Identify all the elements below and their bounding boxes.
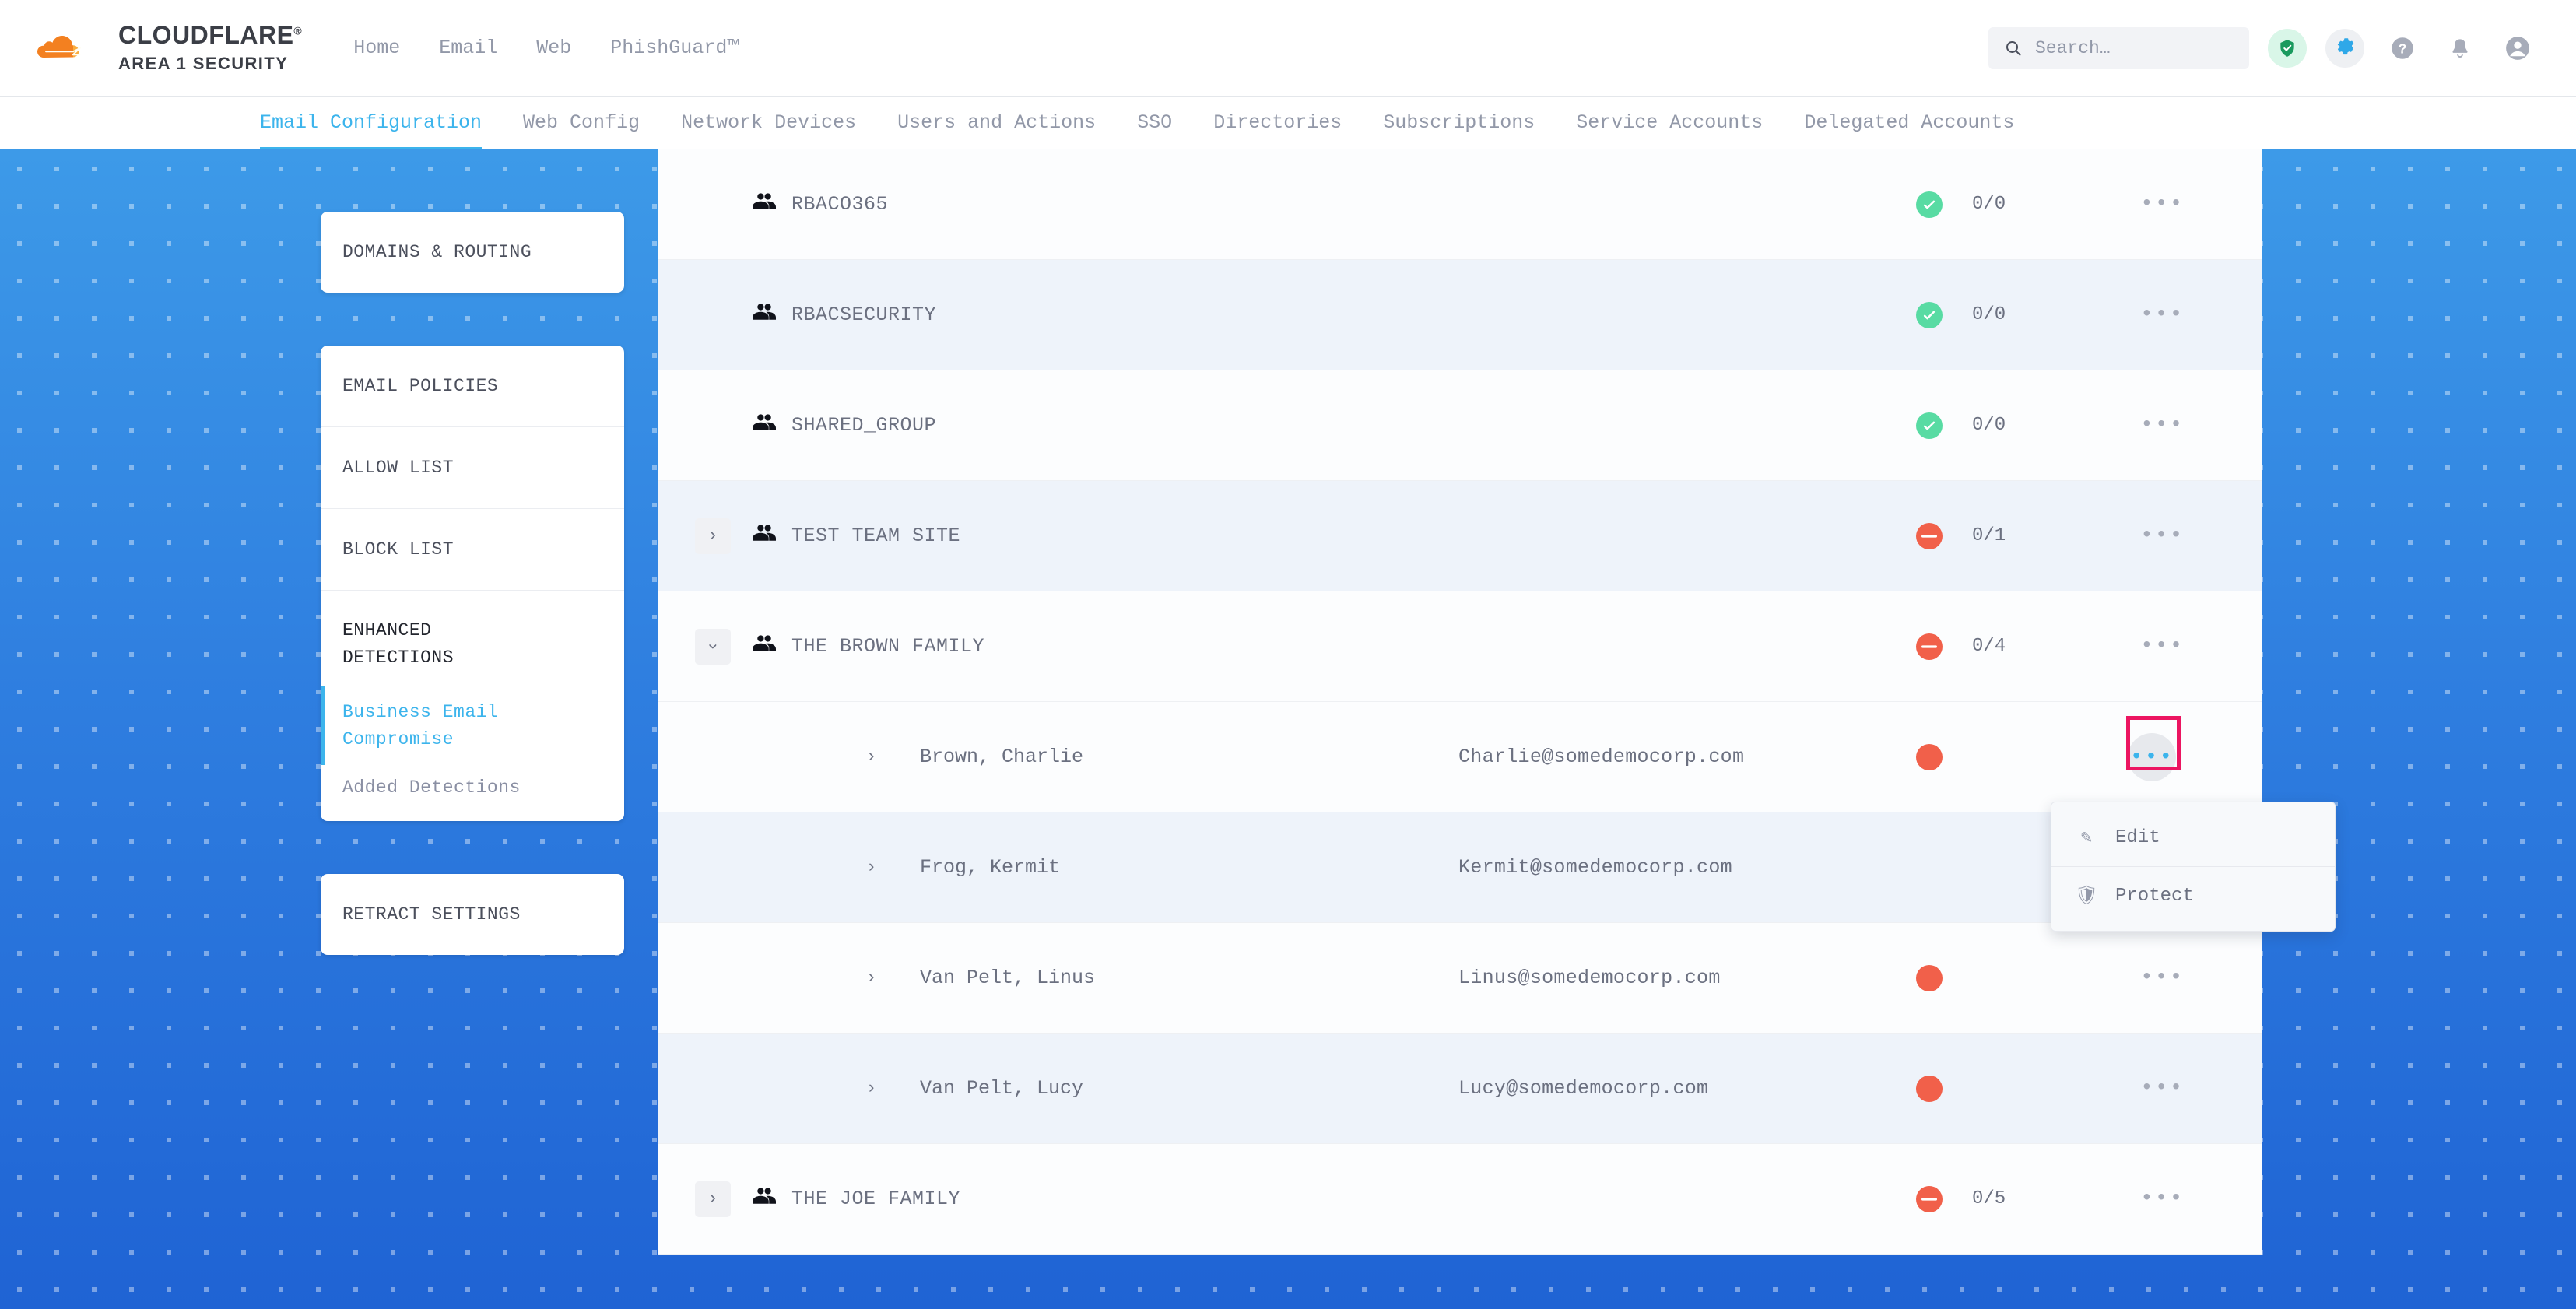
svg-text:?: ? (2399, 40, 2407, 56)
